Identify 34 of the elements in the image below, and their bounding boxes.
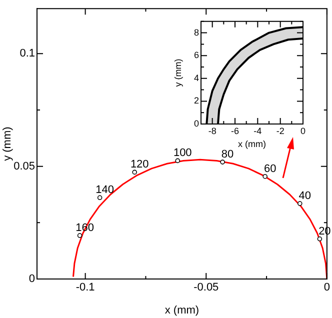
x-tick-label: -2 bbox=[276, 126, 284, 136]
x-tick-label: -8 bbox=[208, 126, 216, 136]
y-tick-label: 8 bbox=[194, 27, 199, 38]
y-tick-label: 0.05 bbox=[14, 160, 35, 172]
point bbox=[77, 233, 82, 238]
x-tick-label: 0 bbox=[324, 282, 330, 294]
annotation: 140 bbox=[96, 184, 114, 196]
annotation: 80 bbox=[221, 148, 234, 161]
annotation: 40 bbox=[298, 190, 312, 202]
y-tick-label: 6 bbox=[194, 50, 199, 60]
point bbox=[97, 195, 102, 200]
x-tick-label: -0.1 bbox=[76, 282, 95, 294]
x-axis-title: x (mm) bbox=[238, 139, 266, 150]
annotation: 100 bbox=[173, 147, 192, 160]
x-axis-title: x (mm) bbox=[164, 304, 200, 316]
y-tick-label: 0.1 bbox=[20, 48, 35, 60]
y-tick-label: 2 bbox=[194, 96, 199, 106]
point bbox=[132, 170, 138, 175]
y-axis-title: y (mm) bbox=[172, 58, 183, 87]
y-tick-label: 0 bbox=[28, 273, 35, 286]
point bbox=[317, 236, 322, 242]
x-tick-label: -4 bbox=[254, 126, 262, 136]
annotation: 120 bbox=[130, 158, 149, 171]
x-tick-label: -0.05 bbox=[194, 282, 219, 294]
annotation: 60 bbox=[264, 163, 276, 176]
point bbox=[220, 160, 225, 164]
point bbox=[262, 174, 268, 179]
x-tick-label: 0 bbox=[300, 126, 306, 136]
x-tick-label: -6 bbox=[230, 126, 240, 136]
y-tick-label: 0 bbox=[194, 118, 199, 128]
point bbox=[297, 201, 302, 206]
point bbox=[175, 158, 180, 164]
y-tick-label: 4 bbox=[194, 72, 199, 83]
y-axis-title: y (mm) bbox=[2, 126, 14, 161]
